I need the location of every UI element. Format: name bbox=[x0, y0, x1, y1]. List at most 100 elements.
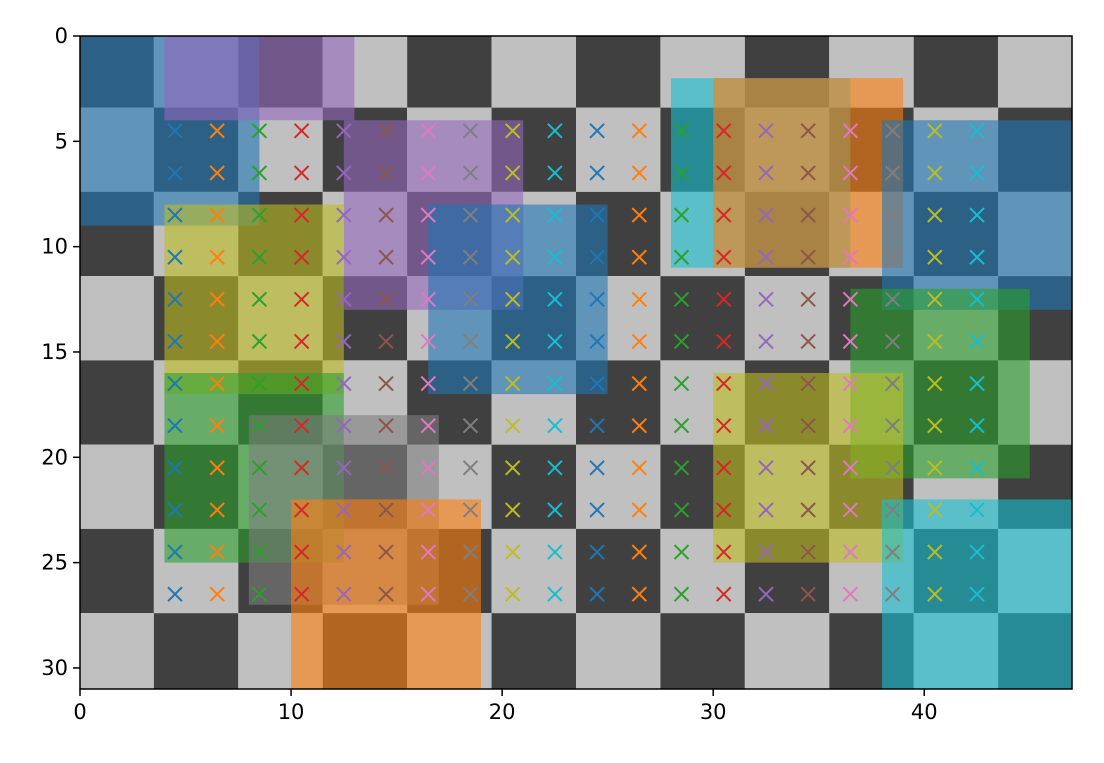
x-marker bbox=[673, 544, 690, 560]
x-marker bbox=[927, 207, 943, 223]
x-marker bbox=[209, 502, 225, 518]
x-marker bbox=[631, 165, 648, 181]
x-marker bbox=[800, 460, 816, 476]
x-marker bbox=[927, 249, 943, 265]
x-marker bbox=[969, 123, 985, 139]
y-tick-label: 15 bbox=[41, 340, 68, 364]
x-marker bbox=[716, 460, 732, 476]
x-marker bbox=[251, 207, 268, 223]
x-marker bbox=[378, 123, 394, 139]
x-marker bbox=[251, 417, 268, 434]
x-marker bbox=[800, 502, 816, 518]
x-marker bbox=[504, 417, 521, 434]
checker-cell bbox=[576, 528, 661, 614]
checker-cell bbox=[491, 613, 576, 689]
x-marker bbox=[378, 417, 394, 434]
checker-cell bbox=[576, 36, 661, 108]
x-marker bbox=[758, 291, 774, 308]
x-marker bbox=[673, 417, 690, 434]
x-marker bbox=[251, 333, 268, 350]
x-marker bbox=[927, 460, 943, 476]
x-marker bbox=[758, 333, 774, 350]
x-marker bbox=[336, 502, 352, 518]
x-marker bbox=[420, 333, 436, 350]
x-marker bbox=[336, 207, 352, 223]
x-marker bbox=[462, 375, 479, 392]
x-axis: 0 10 20 30 40 bbox=[73, 689, 938, 724]
x-marker bbox=[716, 502, 732, 518]
x-marker bbox=[884, 165, 901, 181]
x-marker bbox=[209, 544, 225, 560]
x-marker bbox=[969, 460, 985, 476]
y-tick-label: 30 bbox=[41, 656, 68, 680]
x-marker bbox=[589, 333, 605, 350]
x-marker bbox=[716, 165, 732, 181]
x-marker bbox=[758, 502, 774, 518]
x-marker bbox=[378, 502, 394, 518]
x-marker bbox=[758, 123, 774, 139]
x-marker bbox=[378, 333, 394, 350]
x-marker bbox=[293, 207, 310, 223]
x-marker bbox=[631, 502, 648, 518]
x-tick-label: 10 bbox=[278, 700, 305, 724]
x-marker bbox=[209, 249, 225, 265]
x-marker bbox=[631, 375, 648, 392]
x-marker bbox=[884, 207, 901, 223]
x-marker bbox=[758, 586, 774, 602]
x-marker bbox=[420, 291, 436, 308]
x-marker bbox=[209, 165, 225, 181]
x-marker bbox=[631, 417, 648, 434]
x-marker bbox=[758, 460, 774, 476]
x-marker bbox=[293, 586, 310, 602]
x-marker bbox=[378, 291, 394, 308]
x-marker bbox=[336, 123, 352, 139]
x-marker bbox=[758, 249, 774, 265]
x-marker bbox=[504, 123, 521, 139]
x-marker bbox=[462, 417, 479, 434]
x-marker bbox=[167, 544, 183, 560]
checker-cell bbox=[80, 444, 154, 529]
y-tick-label: 20 bbox=[41, 445, 68, 469]
x-marker bbox=[462, 291, 479, 308]
checker-cell bbox=[998, 36, 1072, 108]
x-marker bbox=[336, 544, 352, 560]
checker-cell bbox=[576, 107, 661, 192]
x-marker bbox=[969, 586, 985, 602]
x-marker bbox=[800, 249, 816, 265]
x-marker bbox=[589, 123, 605, 139]
x-marker bbox=[547, 502, 563, 518]
x-marker bbox=[673, 291, 690, 308]
x-marker bbox=[673, 375, 690, 392]
x-marker bbox=[969, 417, 985, 434]
x-marker bbox=[504, 460, 521, 476]
x-marker bbox=[589, 544, 605, 560]
x-marker bbox=[378, 544, 394, 560]
checker-cell bbox=[913, 36, 999, 108]
x-marker bbox=[251, 544, 268, 560]
x-marker bbox=[251, 291, 268, 308]
overlay-rect bbox=[428, 204, 608, 395]
x-marker bbox=[842, 249, 859, 265]
x-marker bbox=[673, 123, 690, 139]
x-marker bbox=[420, 207, 436, 223]
x-marker bbox=[547, 586, 563, 602]
x-marker bbox=[251, 375, 268, 392]
x-marker bbox=[758, 417, 774, 434]
x-marker bbox=[293, 333, 310, 350]
x-marker bbox=[251, 165, 268, 181]
x-marker bbox=[927, 586, 943, 602]
x-marker bbox=[842, 586, 859, 602]
checker-cell bbox=[744, 276, 830, 361]
x-marker bbox=[504, 249, 521, 265]
x-marker bbox=[673, 460, 690, 476]
x-marker bbox=[716, 249, 732, 265]
x-marker bbox=[167, 460, 183, 476]
x-marker bbox=[842, 333, 859, 350]
x-marker bbox=[716, 333, 732, 350]
x-marker bbox=[842, 460, 859, 476]
x-marker bbox=[167, 165, 183, 181]
x-marker bbox=[547, 460, 563, 476]
x-marker bbox=[800, 586, 816, 602]
x-marker bbox=[969, 502, 985, 518]
